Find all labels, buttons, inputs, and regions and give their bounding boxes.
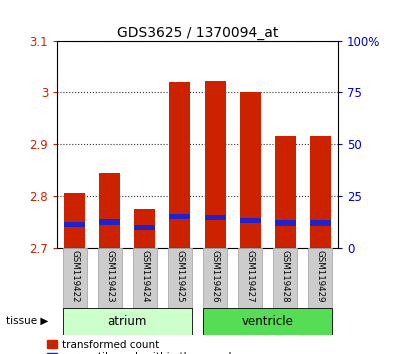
Bar: [64, 222, 85, 227]
Bar: [133, 248, 157, 308]
Bar: [169, 82, 190, 248]
Bar: [168, 248, 192, 308]
Bar: [62, 308, 192, 335]
Text: GSM119427: GSM119427: [246, 250, 255, 302]
Bar: [99, 173, 120, 248]
Text: GSM119429: GSM119429: [316, 250, 325, 302]
Bar: [203, 248, 227, 308]
Bar: [310, 220, 331, 225]
Text: GSM119425: GSM119425: [175, 250, 184, 302]
Bar: [205, 215, 226, 220]
Text: GSM119424: GSM119424: [140, 250, 149, 302]
Bar: [62, 248, 87, 308]
Text: GSM119426: GSM119426: [211, 250, 220, 302]
Bar: [239, 218, 261, 223]
Bar: [134, 209, 156, 248]
Text: GSM119422: GSM119422: [70, 250, 79, 302]
Legend: transformed count, percentile rank within the sample: transformed count, percentile rank withi…: [47, 340, 238, 354]
Text: ventricle: ventricle: [242, 315, 293, 328]
Bar: [203, 308, 333, 335]
Bar: [134, 224, 156, 230]
Bar: [205, 81, 226, 248]
Bar: [64, 193, 85, 248]
Bar: [239, 92, 261, 248]
Bar: [308, 248, 333, 308]
Bar: [169, 214, 190, 219]
Text: GSM119423: GSM119423: [105, 250, 115, 302]
Text: GSM119428: GSM119428: [280, 250, 290, 302]
Bar: [310, 137, 331, 248]
Bar: [273, 248, 297, 308]
Text: atrium: atrium: [108, 315, 147, 328]
Bar: [238, 248, 262, 308]
Text: tissue ▶: tissue ▶: [6, 316, 48, 326]
Bar: [275, 137, 295, 248]
Title: GDS3625 / 1370094_at: GDS3625 / 1370094_at: [117, 26, 278, 40]
Bar: [99, 219, 120, 224]
Bar: [98, 248, 122, 308]
Bar: [275, 220, 295, 225]
